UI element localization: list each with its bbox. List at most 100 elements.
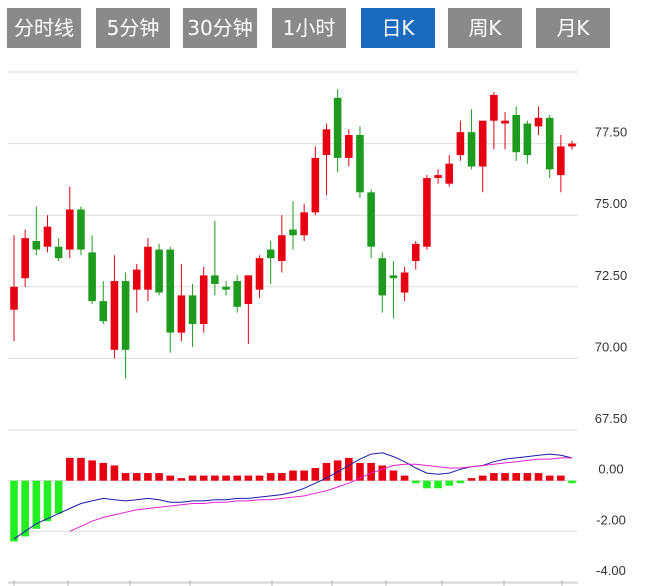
candle-body — [132, 269, 141, 290]
macd-bar — [289, 470, 297, 481]
candle-body — [501, 120, 509, 124]
macd-bar — [300, 470, 308, 481]
macd-bar — [132, 473, 141, 481]
macd-bar — [557, 475, 565, 481]
macd-bar — [144, 473, 152, 481]
macd-bar — [467, 478, 476, 481]
macd-bar — [512, 473, 520, 481]
candle-body — [311, 157, 320, 213]
candle-body — [478, 120, 487, 167]
macd-bar — [534, 473, 543, 481]
candle-body — [121, 281, 130, 350]
candle-body — [512, 114, 520, 153]
macd-bar — [311, 468, 320, 481]
macd-bar — [333, 460, 342, 481]
macd-bar — [568, 480, 576, 484]
candle-body — [523, 123, 532, 156]
macd-bar — [389, 470, 398, 481]
tab[interactable]: 周K — [448, 8, 522, 48]
macd-bar — [155, 473, 163, 481]
macd-bar — [501, 473, 509, 481]
tab[interactable]: 5分钟 — [96, 8, 170, 48]
macd-line — [13, 452, 573, 540]
candle-body — [534, 117, 543, 127]
candle-body — [199, 275, 208, 325]
macd-bar — [66, 457, 74, 481]
macd-bar — [54, 480, 63, 514]
macd-bar — [43, 480, 52, 522]
tab[interactable]: 30分钟 — [183, 8, 257, 48]
macd-bar — [278, 473, 286, 481]
candle-body — [222, 286, 230, 290]
tab[interactable]: 1小时 — [272, 8, 346, 48]
macd-bar — [222, 475, 230, 481]
macd-bar — [545, 475, 554, 481]
candle-body — [255, 258, 264, 290]
macd-bar — [378, 465, 387, 481]
candle-body — [289, 229, 297, 236]
macd-bar — [322, 462, 331, 481]
macd-bar — [345, 457, 353, 481]
candle-body — [445, 163, 454, 184]
macd-bar — [32, 480, 41, 529]
macd-bar — [367, 462, 375, 481]
candle-body — [54, 246, 63, 259]
tab[interactable]: 分时线 — [7, 8, 81, 48]
macd-bar — [10, 480, 18, 542]
macd-bar — [244, 475, 253, 481]
macd-bar — [255, 475, 264, 481]
y-tick-label: 72.50 — [595, 268, 628, 283]
macd-bar — [88, 460, 96, 481]
candle-body — [434, 175, 442, 178]
candle-body — [545, 117, 554, 170]
tab[interactable]: 日K — [361, 8, 435, 48]
macd-bar — [77, 457, 85, 481]
macd-line — [69, 457, 572, 532]
macd-bar — [21, 480, 29, 537]
candle-body — [490, 94, 498, 121]
candle-body — [66, 209, 74, 250]
macd-bar — [423, 480, 431, 489]
candle-body — [423, 177, 431, 247]
macd-bar — [188, 475, 197, 481]
candle-body — [244, 275, 253, 304]
candle-body — [456, 132, 465, 156]
candle-body — [177, 295, 186, 333]
candle-body — [166, 249, 175, 333]
macd-bar — [211, 475, 219, 481]
candle-body — [188, 295, 197, 325]
macd-bar — [400, 475, 409, 481]
candle-body — [21, 238, 29, 279]
candle-body — [155, 249, 163, 293]
macd-bar — [233, 475, 241, 481]
candle-body — [77, 209, 85, 250]
candle-body — [400, 272, 409, 293]
macd-bar — [356, 462, 364, 481]
candle-body — [300, 212, 308, 236]
candle-body — [88, 252, 96, 302]
y-tick-label: 67.50 — [595, 411, 628, 426]
y-tick-label: 75.00 — [595, 196, 628, 211]
macd-bar — [99, 462, 108, 481]
y-tick-label: -2.00 — [596, 512, 626, 527]
macd-bar — [199, 475, 208, 481]
macd-bar — [434, 480, 442, 489]
macd-bar — [266, 473, 275, 481]
candle-body — [233, 281, 241, 307]
macd-bar — [490, 473, 498, 481]
tab[interactable]: 月K — [536, 8, 610, 48]
candle-body — [411, 243, 420, 262]
candle-body — [32, 240, 41, 250]
candle-body — [144, 246, 152, 290]
macd-bar — [121, 473, 130, 481]
candle-body — [378, 258, 387, 296]
candle-body — [99, 301, 108, 322]
macd-bar — [523, 473, 532, 481]
y-tick-label: -4.00 — [596, 563, 626, 578]
candle-body — [389, 275, 398, 279]
y-tick-label: 77.50 — [595, 125, 628, 140]
candle-body — [367, 192, 375, 247]
candle-body — [211, 275, 219, 284]
